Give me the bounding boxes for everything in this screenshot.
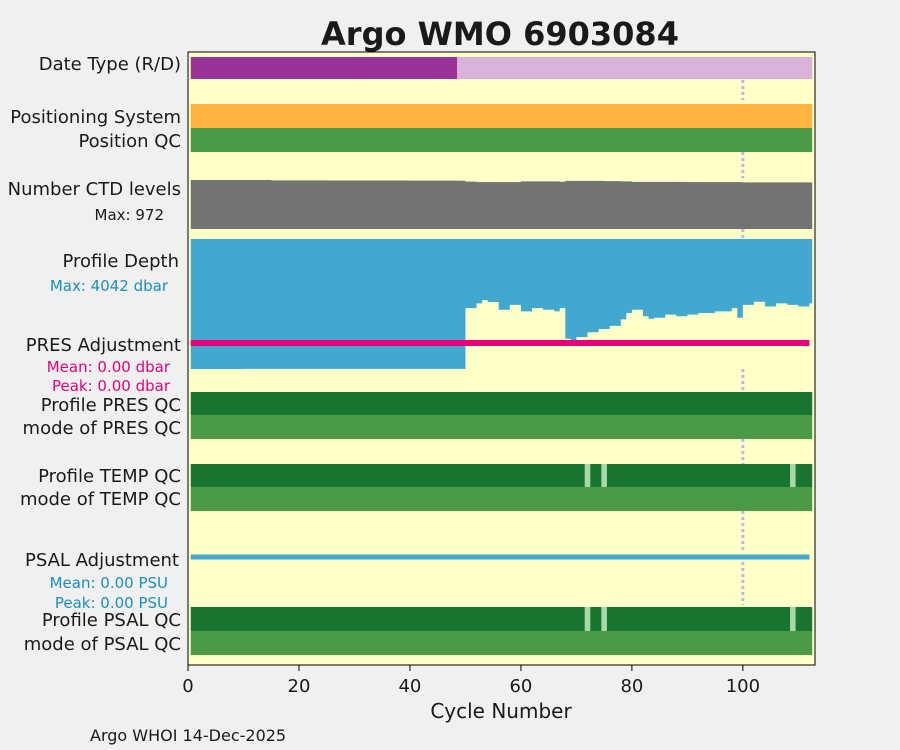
psal-qc-flag-mark [601, 607, 607, 631]
footer-credit: Argo WHOI 14-Dec-2025 [90, 726, 286, 745]
label-mode-temp-qc: mode of TEMP QC [20, 489, 181, 510]
label-profile-psal-qc: Profile PSAL QC [42, 610, 181, 631]
label-pres-adjustment: PRES Adjustment [26, 335, 181, 356]
x-tick-label: 40 [398, 676, 421, 697]
mode-psal-qc-band [190, 631, 813, 655]
ctd-levels-area [190, 180, 813, 229]
label-mode-pres-qc: mode of PRES QC [23, 418, 181, 439]
label-ctd-max: Max: 972 [95, 206, 164, 224]
x-tick-label: 80 [620, 676, 643, 697]
temp-qc-flag-mark [584, 464, 591, 487]
label-mode-psal-qc: mode of PSAL QC [24, 634, 181, 655]
x-tick-label: 20 [288, 676, 311, 697]
label-position-qc: Position QC [78, 131, 181, 152]
position-qc-band [190, 128, 813, 152]
profile-psal-qc-band [190, 607, 813, 631]
chart-title: Argo WMO 6903084 [321, 15, 679, 53]
x-tick-label: 60 [509, 676, 532, 697]
label-psal-peak: Peak: 0.00 PSU [55, 594, 168, 612]
mode-pres-qc-band [190, 415, 813, 439]
label-psal-mean: Mean: 0.00 PSU [50, 574, 168, 592]
temp-qc-flag-mark [790, 464, 796, 487]
psal-qc-flag-mark [790, 607, 796, 631]
x-tick-label: 0 [182, 676, 193, 697]
x-tick-label: 100 [726, 676, 760, 697]
profile-temp-qc-band [190, 464, 813, 487]
label-depth-max: Max: 4042 dbar [50, 277, 169, 295]
x-axis-label: Cycle Number [430, 699, 572, 723]
date-type-realtime-band [457, 57, 813, 79]
label-profile-pres-qc: Profile PRES QC [41, 395, 181, 416]
plot-frame [187, 51, 816, 666]
mode-temp-qc-band [190, 487, 813, 511]
label-date-type: Date Type (R/D) [39, 54, 181, 75]
date-type-delayed-band [190, 57, 458, 79]
profile-pres-qc-band [190, 392, 813, 415]
label-pres-mean: Mean: 0.00 dbar [47, 358, 171, 376]
profile-depth-area [190, 239, 813, 369]
label-ctd-levels: Number CTD levels [8, 179, 181, 200]
label-positioning-system: Positioning System [10, 107, 181, 128]
label-psal-adjustment: PSAL Adjustment [25, 550, 179, 571]
label-profile-depth: Profile Depth [62, 251, 179, 272]
positioning-system-band [190, 104, 813, 128]
temp-qc-flag-mark [601, 464, 607, 487]
label-pres-peak: Peak: 0.00 dbar [52, 377, 171, 395]
label-profile-temp-qc: Profile TEMP QC [38, 466, 181, 487]
psal-qc-flag-mark [584, 607, 591, 631]
